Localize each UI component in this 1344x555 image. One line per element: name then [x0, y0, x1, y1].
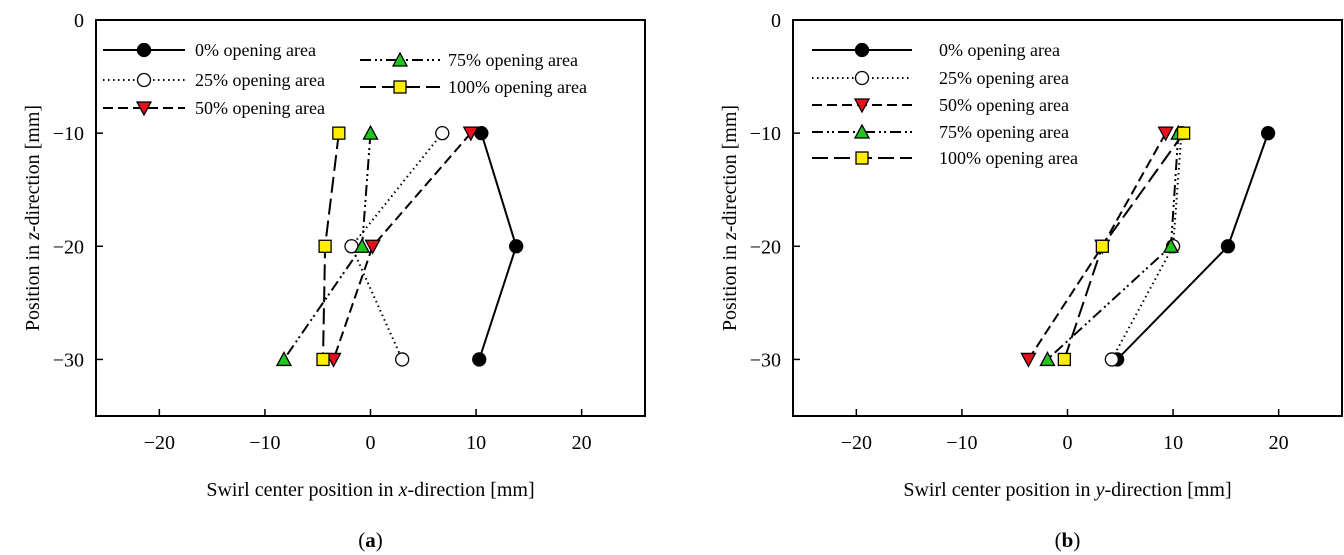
legend-label-a-0: 0% opening area	[195, 40, 316, 60]
series-line-b-4	[1063, 132, 1185, 360]
legend-marker-a-2	[135, 101, 153, 117]
data-point-a-4-1	[318, 239, 332, 253]
x-tick-label-b-2: 0	[1063, 432, 1073, 454]
x-tick-label-b-1: −10	[946, 432, 977, 454]
panel-label-b: (b)	[1055, 528, 1081, 552]
data-point-a-4-2	[316, 352, 330, 367]
legend-marker-b-1	[854, 70, 870, 86]
x-tick-label-b-4: 20	[1269, 432, 1289, 454]
series-line-b-0	[1116, 132, 1270, 361]
legend-marker-b-3	[853, 123, 871, 139]
data-point-b-2-0	[1157, 126, 1174, 142]
data-point-a-2-2	[325, 352, 342, 368]
legend-marker-a-4	[393, 80, 407, 94]
data-point-a-1-2	[395, 352, 410, 367]
y-axis-label-a: Position in z-direction [mm]	[22, 105, 44, 331]
legend-label-b-1: 25% opening area	[939, 68, 1069, 88]
y-tick-label-a-3: −30	[53, 349, 84, 371]
data-point-a-1-0	[435, 125, 450, 141]
data-point-b-0-1	[1220, 239, 1236, 254]
data-point-b-4-2	[1057, 352, 1071, 367]
chart-panel-b: −20 −10 0 10 20 0 −10 −20 −30 Swirl center positi…	[719, 10, 1343, 552]
legend-marker-b-2	[853, 98, 871, 114]
data-point-a-2-0	[462, 126, 479, 142]
legend-marker-b-4	[855, 151, 869, 165]
legend-marker-a-0	[136, 42, 152, 58]
data-point-b-3-2	[1039, 351, 1056, 367]
data-point-a-0-1	[509, 239, 524, 254]
legend-label-b-4: 100% opening area	[939, 148, 1078, 168]
data-point-b-3-1	[1162, 237, 1180, 253]
data-point-b-4-1	[1095, 239, 1109, 253]
legend-label-b-3: 75% opening area	[939, 122, 1069, 142]
x-tick-label-a-3: 10	[466, 432, 486, 454]
x-tick-label-a-1: −10	[249, 432, 280, 454]
data-point-a-0-2	[472, 352, 487, 367]
legend-label-a-1: 25% opening area	[195, 70, 325, 90]
series-line-a-2	[332, 132, 472, 360]
y-tick-label-a-1: −10	[53, 123, 84, 145]
data-point-a-3-1	[353, 237, 371, 253]
legend-label-a-3: 75% opening area	[448, 50, 578, 70]
chart-panel-a: −20 −10 0 10 20 0 −10 −20 −30 Swirl center positi…	[22, 10, 646, 552]
legend-label-b-0: 0% opening area	[939, 40, 1060, 60]
data-point-b-2-2	[1020, 352, 1037, 368]
y-tick-label-b-3: −30	[750, 349, 781, 371]
y-tick-label-a-2: −20	[53, 236, 84, 258]
y-tick-label-a-0: 0	[74, 10, 84, 32]
x-tick-label-b-0: −20	[841, 432, 872, 454]
y-tick-label-b-2: −20	[750, 236, 781, 258]
legend-marker-a-3	[391, 51, 409, 67]
x-tick-label-a-0: −20	[144, 432, 175, 454]
data-point-b-0-0	[1260, 125, 1276, 141]
x-axis-label-a: Swirl center position in x-direction [mm…	[206, 479, 534, 501]
x-tick-label-a-4: 20	[572, 432, 592, 454]
data-point-b-1-2	[1104, 352, 1119, 367]
legend-marker-a-1	[136, 72, 152, 88]
data-point-b-4-0	[1176, 126, 1191, 140]
x-tick-label-a-2: 0	[366, 432, 376, 454]
x-tick-label-b-3: 10	[1163, 432, 1183, 454]
data-point-a-4-0	[332, 126, 346, 140]
data-point-a-3-0	[362, 124, 379, 140]
x-axis-label-b: Swirl center position in y-direction [mm…	[903, 479, 1231, 501]
data-point-a-2-1	[364, 239, 381, 255]
y-tick-label-b-0: 0	[771, 10, 781, 32]
legend-label-a-2: 50% opening area	[195, 98, 325, 118]
data-point-a-3-2	[275, 351, 293, 367]
legend-marker-b-0	[854, 42, 870, 58]
y-axis-label-b: Position in z-direction [mm]	[719, 105, 741, 331]
panel-label-a: (a)	[358, 528, 383, 552]
legend-label-b-2: 50% opening area	[939, 95, 1069, 115]
legend-label-a-4: 100% opening area	[448, 77, 587, 97]
y-tick-label-b-1: −10	[750, 123, 781, 145]
